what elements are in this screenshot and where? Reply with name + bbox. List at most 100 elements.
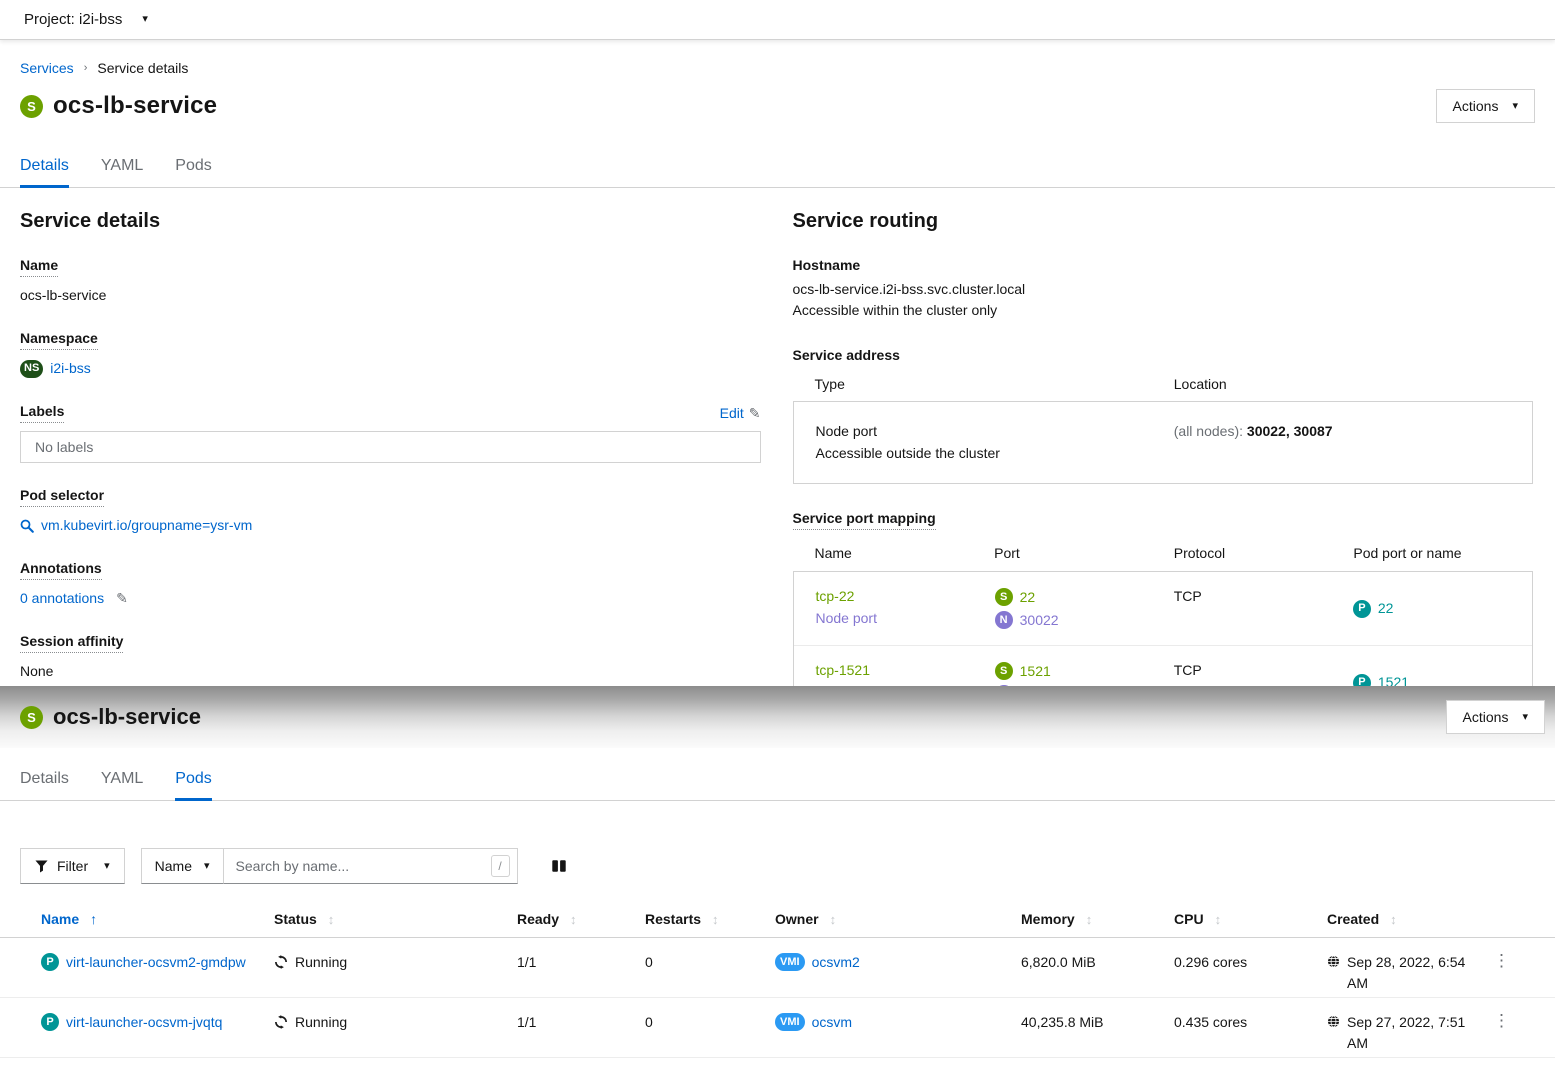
edit-labels-link[interactable]: Edit ✎	[720, 405, 761, 422]
hostname-note: Accessible within the cluster only	[792, 302, 998, 318]
actions-button-label: Actions	[1452, 98, 1499, 114]
search-input[interactable]	[223, 848, 518, 884]
breadcrumb: Services › Service details	[20, 60, 1535, 76]
column-header-label: Restarts	[645, 911, 702, 927]
kebab-menu-button[interactable]: ⋮	[1493, 1011, 1510, 1030]
column-header-label: Status	[274, 911, 317, 927]
created-value: Sep 28, 2022, 6:54 AM	[1347, 954, 1466, 991]
tab-yaml[interactable]: YAML	[100, 770, 144, 787]
column-header-name[interactable]: Name ↑	[20, 905, 274, 937]
port-col-protocol: Protocol	[1173, 545, 1226, 561]
port-mapping-header-row: Name Port Protocol Pod port or name	[793, 530, 1534, 571]
actions-button[interactable]: Actions ▾	[1435, 89, 1535, 123]
running-status-icon	[275, 955, 287, 969]
pods-toolbar: Filter ▾ Name ▾ /	[20, 848, 1555, 884]
service-badge-icon: S	[20, 705, 43, 729]
project-selector[interactable]: Project: i2i-bss ▾	[0, 0, 1555, 40]
namespace-label: Namespace	[20, 330, 98, 350]
filter-button[interactable]: Filter ▾	[20, 848, 125, 884]
node-port-value: 30022	[1019, 611, 1059, 628]
kebab-menu-button[interactable]: ⋮	[1493, 951, 1510, 970]
namespace-link[interactable]: i2i-bss	[50, 360, 91, 376]
column-header-ready[interactable]: Ready ↕	[517, 905, 645, 937]
service-port-value: 22	[1019, 588, 1036, 605]
service-routing-column: Service routing Hostname ocs-lb-service.…	[792, 210, 1534, 687]
node-port-value: 30087	[1020, 686, 1059, 687]
pod-link[interactable]: virt-launcher-ocsvm2-gmdpw	[66, 954, 246, 970]
session-affinity-value: None	[20, 663, 54, 679]
port-name-sub: Node port	[816, 684, 995, 686]
table-row: P virt-launcher-ocsvm2-gmdpw Running 1/1…	[0, 938, 1555, 998]
pod-selector-link[interactable]: vm.kubevirt.io/groupname=ysr-vm	[41, 517, 253, 533]
pencil-icon: ✎	[748, 404, 761, 421]
column-header-cpu[interactable]: CPU ↕	[1174, 905, 1327, 937]
labels-label: Labels	[20, 403, 65, 423]
chevron-down-icon: ▾	[1522, 710, 1528, 723]
owner-link[interactable]: ocsvm	[811, 1014, 853, 1030]
service-badge-icon: S	[20, 94, 43, 118]
name-value: ocs-lb-service	[20, 287, 107, 303]
port-col-port: Port	[994, 545, 1020, 561]
manage-columns-button[interactable]	[551, 858, 567, 874]
sort-icon: ↕	[327, 911, 335, 927]
slash-shortcut-key: /	[490, 855, 510, 877]
actions-button-label: Actions	[1462, 709, 1509, 725]
port-mapping-heading: Service port mapping	[792, 510, 936, 530]
pod-link[interactable]: virt-launcher-ocsvm-jvqtq	[66, 1014, 223, 1030]
column-header-status[interactable]: Status ↕	[274, 905, 517, 937]
chevron-down-icon: ▾	[104, 859, 110, 872]
actions-button[interactable]: Actions ▾	[1445, 700, 1545, 734]
pod-badge-icon: P	[41, 953, 59, 971]
pencil-icon: ✎	[116, 590, 128, 606]
column-header-memory[interactable]: Memory ↕	[1021, 905, 1174, 937]
tab-details[interactable]: Details	[4, 147, 85, 188]
globe-icon	[1327, 1015, 1340, 1028]
sort-icon: ↕	[1085, 911, 1093, 927]
columns-icon	[551, 860, 566, 872]
column-header-created[interactable]: Created ↕	[1327, 905, 1480, 937]
tab-bar: Details YAML Pods	[0, 760, 1555, 801]
tab-pods[interactable]: Pods	[159, 760, 227, 801]
service-address-location-value: 30022, 30087	[1246, 423, 1333, 439]
tab-details[interactable]: Details	[20, 770, 69, 787]
ready-value: 1/1	[517, 1014, 537, 1030]
pod-port-value: 22	[1377, 600, 1394, 616]
page-title: ocs-lb-service	[53, 704, 201, 729]
owner-link[interactable]: ocsvm2	[811, 954, 860, 970]
pod-selector-label: Pod selector	[20, 487, 105, 507]
service-address-col-type: Type	[814, 376, 845, 392]
annotations-link[interactable]: 0 annotations	[20, 590, 105, 606]
page-header: S ocs-lb-service Actions ▾	[20, 89, 1535, 123]
search-type-select[interactable]: Name ▾	[140, 848, 224, 884]
sort-icon: ↕	[1214, 911, 1222, 927]
memory-value: 40,235.8 MiB	[1021, 1014, 1104, 1030]
restarts-value: 0	[645, 954, 653, 970]
ready-value: 1/1	[517, 954, 537, 970]
column-header-owner[interactable]: Owner ↕	[775, 905, 1021, 937]
sort-ascending-icon: ↑	[90, 911, 98, 927]
service-address-header-row: Type Location	[793, 363, 1534, 401]
pod-badge-icon: P	[41, 1013, 59, 1031]
service-address-location-prefix: (all nodes):	[1173, 423, 1244, 439]
port-col-podport: Pod port or name	[1353, 545, 1462, 561]
breadcrumb-services-link[interactable]: Services	[20, 60, 74, 76]
chevron-down-icon: ▾	[204, 859, 210, 872]
service-details-view: Services › Service details S ocs-lb-serv…	[0, 40, 1555, 686]
session-affinity-label: Session affinity	[20, 633, 124, 653]
node-port-badge-icon: N	[994, 611, 1013, 629]
column-header-label: Memory	[1021, 911, 1075, 927]
breadcrumb-separator-icon: ›	[83, 62, 88, 74]
service-routing-heading: Service routing	[792, 210, 939, 232]
column-header-restarts[interactable]: Restarts ↕	[645, 905, 775, 937]
restarts-value: 0	[645, 1014, 653, 1030]
annotations-label: Annotations	[20, 560, 102, 580]
search-type-label: Name	[154, 858, 193, 874]
port-mapping-table: tcp-22 Node port S 22 N 30022 TCP	[792, 571, 1533, 687]
pods-table-header: Name ↑ Status ↕ Ready ↕ Restarts ↕ Owner…	[0, 905, 1555, 938]
tab-yaml[interactable]: YAML	[100, 157, 144, 174]
edit-labels-label[interactable]: Edit	[719, 405, 744, 421]
tab-pods[interactable]: Pods	[175, 157, 212, 174]
namespace-badge-icon: NS	[20, 359, 44, 378]
status-value: Running	[295, 954, 348, 970]
column-header-label: CPU	[1174, 911, 1204, 927]
